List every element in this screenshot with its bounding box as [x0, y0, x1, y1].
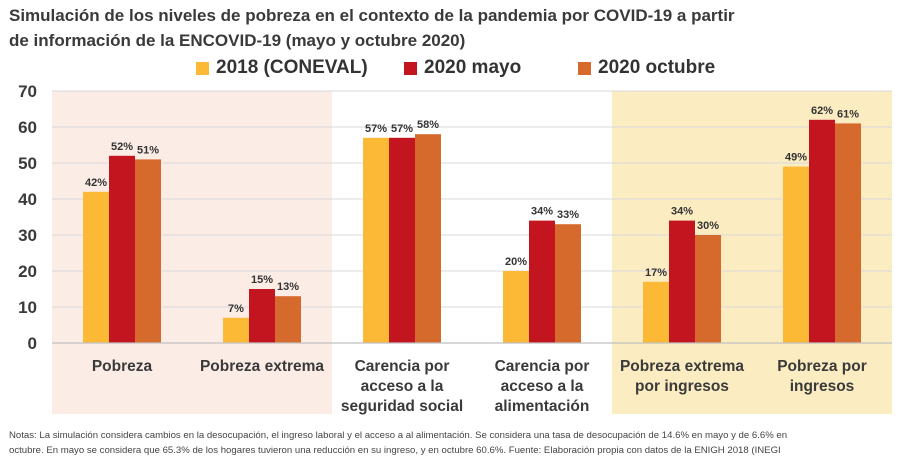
y-tick-label-20: 20 — [18, 262, 37, 281]
data-label-0-1: 52% — [111, 141, 133, 153]
x-category-label-2-0: Carencia por — [355, 358, 450, 375]
legend-swatch-octubre — [578, 61, 591, 75]
data-label-4-0: 17% — [645, 267, 667, 279]
bar-5-0 — [783, 166, 809, 343]
data-label-1-2: 13% — [277, 281, 299, 293]
y-tick-label-30: 30 — [18, 226, 37, 245]
data-label-3-1: 34% — [531, 206, 553, 218]
chart-legend: 2018 (CONEVAL) 2020 mayo 2020 octubre — [0, 57, 898, 83]
x-category-label-3-0: Carencia por — [495, 358, 590, 375]
y-tick-label-40: 40 — [18, 190, 37, 209]
bar-5-1 — [809, 119, 835, 343]
bar-4-1 — [669, 220, 695, 343]
data-label-5-1: 62% — [811, 105, 833, 117]
y-tick-label-60: 60 — [18, 118, 37, 137]
y-tick-label-10: 10 — [18, 298, 37, 317]
bar-2-1 — [389, 137, 415, 343]
data-label-4-1: 34% — [671, 206, 693, 218]
legend-item-mayo: 2020 mayo — [404, 57, 521, 79]
data-label-0-0: 42% — [85, 177, 107, 189]
bar-1-2 — [275, 296, 301, 343]
data-label-4-2: 30% — [697, 220, 719, 232]
y-tick-label-70: 70 — [18, 82, 37, 101]
data-label-5-0: 49% — [785, 152, 807, 164]
x-category-label-5-0: Pobreza por — [777, 358, 867, 375]
bar-3-2 — [555, 224, 581, 343]
bar-2-2 — [415, 134, 441, 343]
legend-swatch-2018 — [196, 61, 209, 75]
x-category-label-4-1: por ingresos — [635, 378, 729, 395]
legend-label-octubre: 2020 octubre — [598, 57, 716, 78]
data-label-0-2: 51% — [137, 144, 159, 156]
y-tick-label-50: 50 — [18, 154, 37, 173]
data-label-1-0: 7% — [228, 303, 244, 315]
x-category-label-2-1: acceso a la — [361, 378, 444, 395]
bar-5-2 — [835, 123, 861, 344]
legend-label-2018: 2018 (CONEVAL) — [216, 57, 368, 78]
chart-title-line-1: Simulación de los niveles de pobreza en … — [9, 6, 735, 25]
x-category-label-3-1: acceso a la — [501, 378, 584, 395]
bar-1-1 — [249, 289, 275, 343]
legend-swatch-mayo — [404, 61, 417, 75]
x-category-label-3-2: alimentación — [495, 398, 590, 415]
category-band-1 — [192, 91, 332, 414]
data-label-5-2: 61% — [837, 108, 859, 120]
data-label-2-1: 57% — [391, 123, 413, 135]
bar-2-0 — [363, 137, 389, 343]
x-category-label-5-1: ingresos — [790, 378, 855, 395]
note-line-2: octubre. En mayo se considera que 65.3% … — [9, 445, 781, 456]
legend-label-mayo: 2020 mayo — [424, 57, 522, 78]
note-line-1: Notas: La simulación considera cambios e… — [9, 430, 788, 441]
chart-title: Simulación de los niveles de pobreza en … — [9, 3, 889, 53]
x-category-label-1-0: Pobreza extrema — [200, 358, 324, 375]
data-label-2-2: 58% — [417, 119, 439, 131]
x-category-label-2-2: seguridad social — [341, 398, 463, 415]
data-label-3-2: 33% — [557, 209, 579, 221]
bar-3-0 — [503, 271, 529, 343]
bar-3-1 — [529, 220, 555, 343]
bar-1-0 — [223, 317, 249, 343]
data-label-3-0: 20% — [505, 256, 527, 268]
bar-0-1 — [109, 155, 135, 343]
x-category-label-4-0: Pobreza extrema — [620, 358, 744, 375]
legend-item-2018: 2018 (CONEVAL) — [196, 57, 368, 79]
y-tick-label-0: 0 — [28, 334, 37, 353]
x-category-label-0-0: Pobreza — [92, 358, 153, 375]
chart-title-line-2: de información de la ENCOVID-19 (mayo y … — [9, 31, 466, 50]
bar-0-2 — [135, 159, 161, 343]
chart-notes: Notas: La simulación considera cambios e… — [9, 428, 889, 458]
data-label-2-0: 57% — [365, 123, 387, 135]
bar-0-0 — [83, 191, 109, 343]
legend-item-octubre: 2020 octubre — [578, 57, 715, 79]
bar-4-2 — [695, 235, 721, 343]
data-label-1-1: 15% — [251, 274, 273, 286]
bar-4-0 — [643, 281, 669, 343]
